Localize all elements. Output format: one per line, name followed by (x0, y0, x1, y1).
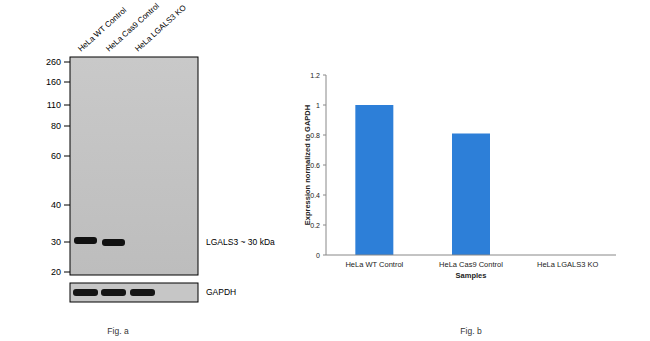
marker-label: 160 (46, 77, 61, 87)
marker-label: 20 (51, 267, 61, 277)
gapdh-strip (70, 283, 198, 302)
caption: Fig. b (460, 326, 482, 336)
marker-tick (64, 62, 70, 63)
marker-tick (64, 126, 70, 127)
x-tick-label: HeLa WT Control (345, 260, 403, 269)
y-axis-title: Expression normalized to GAPDH (303, 105, 312, 225)
loading-label: GAPDH (206, 287, 236, 297)
bar (355, 105, 393, 255)
y-tick (323, 255, 326, 256)
marker-tick (64, 82, 70, 83)
marker-tick (64, 272, 70, 273)
marker-label: 80 (51, 121, 61, 131)
marker-label: 30 (51, 237, 61, 247)
x-axis-title: Samples (456, 271, 487, 280)
marker-label: 260 (46, 57, 61, 67)
lane-label: HeLa LGALS3 KO (133, 3, 188, 53)
y-tick-label: 0 (316, 252, 320, 259)
caption: Fig. a (107, 326, 129, 336)
y-tick (323, 75, 326, 76)
lane-label: HeLa Cas9 Control (104, 1, 161, 53)
x-axis (326, 255, 616, 256)
x-tick-label: HeLa Cas9 Control (439, 260, 503, 269)
y-tick (323, 105, 326, 106)
marker-label: 40 (51, 200, 61, 210)
lgals3-band (102, 239, 125, 246)
bar (452, 134, 490, 256)
gapdh-band (101, 289, 126, 296)
marker-tick (64, 156, 70, 157)
y-tick (323, 225, 326, 226)
blot-membrane (70, 57, 198, 275)
bars (355, 105, 490, 255)
y-tick-label: 1 (316, 102, 320, 109)
lgals3-band (74, 237, 97, 244)
marker-tick (64, 242, 70, 243)
marker-label: 60 (51, 151, 61, 161)
x-tick-label: HeLa LGALS3 KO (537, 260, 598, 269)
y-tick (323, 135, 326, 136)
marker-tick (64, 105, 70, 106)
marker-tick (64, 205, 70, 206)
target-label: LGALS3 ~ 30 kDa (206, 237, 275, 247)
y-tick (323, 195, 326, 196)
gapdh-band (130, 289, 155, 296)
gapdh-band (73, 289, 98, 296)
y-tick-label: 1.2 (310, 72, 320, 79)
lane-label: HeLa WT Control (76, 5, 128, 53)
y-tick (323, 165, 326, 166)
marker-label: 110 (47, 100, 61, 110)
